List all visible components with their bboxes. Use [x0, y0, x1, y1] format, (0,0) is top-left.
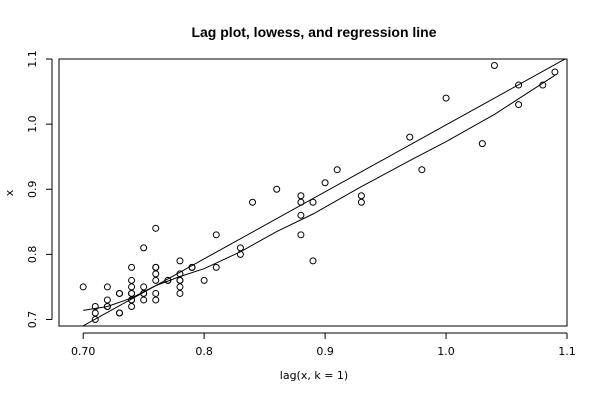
data-point [91, 315, 99, 323]
y-tick-label: 0.7 [26, 311, 39, 329]
lowess-line [83, 74, 556, 311]
data-point [418, 166, 426, 174]
data-point [115, 309, 123, 317]
y-axis-label: x [3, 189, 16, 196]
data-point [539, 81, 547, 89]
regression-line [81, 59, 567, 326]
data-point [200, 276, 208, 284]
data-point [91, 309, 99, 317]
data-point [212, 231, 220, 239]
data-point [176, 257, 184, 265]
data-point [128, 283, 136, 291]
data-point [406, 133, 414, 141]
data-point [140, 296, 148, 304]
data-point [91, 302, 99, 310]
y-tick-label: 0.9 [26, 180, 39, 198]
data-point [273, 185, 281, 193]
data-point [309, 257, 317, 265]
data-point [128, 296, 136, 304]
data-point [79, 283, 87, 291]
data-point [309, 198, 317, 206]
x-tick-label: 0.9 [316, 345, 334, 358]
x-tick-label: 0.70 [71, 345, 96, 358]
data-point [321, 179, 329, 187]
chart-title: Lag plot, lowess, and regression line [191, 24, 436, 40]
x-axis: 0.70 0.8 0.9 1.0 1.1 [71, 332, 576, 358]
data-point [152, 276, 160, 284]
data-point [152, 224, 160, 232]
data-point [297, 198, 305, 206]
data-point [236, 250, 244, 258]
fitted-lines [81, 59, 567, 326]
data-point [297, 211, 305, 219]
data-point [128, 289, 136, 297]
y-tick-label: 1.1 [26, 50, 39, 68]
data-point [442, 94, 450, 102]
data-point [140, 283, 148, 291]
data-point [176, 283, 184, 291]
data-point [333, 166, 341, 174]
data-point [515, 81, 523, 89]
data-point [357, 192, 365, 200]
x-axis-label: lag(x, k = 1) [280, 369, 348, 382]
y-tick-label: 0.8 [26, 246, 39, 263]
data-point [490, 62, 498, 70]
data-point [212, 263, 220, 271]
data-point [176, 289, 184, 297]
x-tick-label: 1.1 [558, 345, 576, 358]
x-tick-label: 0.8 [195, 345, 213, 358]
data-point [515, 101, 523, 109]
y-axis: 0.7 0.8 0.9 1.0 1.1 [26, 50, 53, 329]
y-tick-label: 1.0 [26, 115, 39, 133]
data-point [140, 244, 148, 252]
data-point [176, 276, 184, 284]
data-point [152, 263, 160, 271]
data-point [249, 198, 257, 206]
data-point [152, 296, 160, 304]
data-point [176, 270, 184, 278]
data-point [140, 289, 148, 297]
data-point [188, 263, 196, 271]
plot-frame [58, 58, 568, 327]
data-point [478, 140, 486, 148]
data-point [103, 296, 111, 304]
data-point [128, 302, 136, 310]
data-point [297, 231, 305, 239]
data-point [357, 198, 365, 206]
data-point [128, 263, 136, 271]
data-point [128, 276, 136, 284]
x-tick-label: 1.0 [437, 345, 455, 358]
data-point [551, 68, 559, 76]
data-point [164, 276, 172, 284]
data-point [152, 289, 160, 297]
data-point [236, 244, 244, 252]
data-point [152, 270, 160, 278]
data-point [115, 289, 123, 297]
data-point [103, 283, 111, 291]
data-point [297, 192, 305, 200]
data-points [79, 62, 559, 323]
data-point [103, 302, 111, 310]
